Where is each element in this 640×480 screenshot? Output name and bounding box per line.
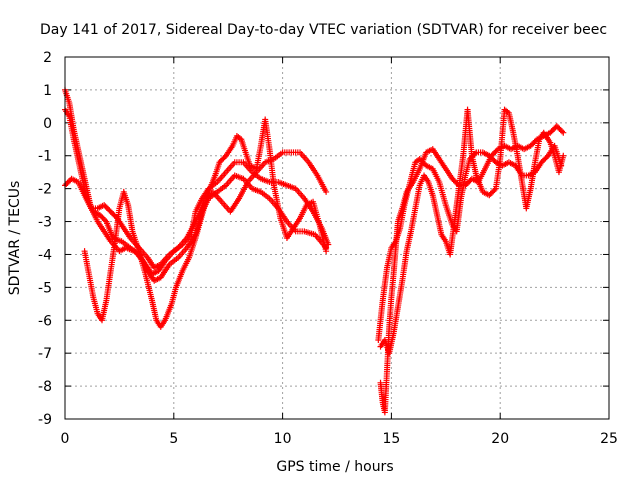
- data-point-marker: [553, 123, 560, 130]
- data-point-marker: [551, 125, 558, 132]
- data-point-marker: [65, 178, 72, 185]
- y-tick-label: -1: [38, 149, 52, 165]
- data-point-marker: [555, 124, 562, 131]
- data-point-marker: [466, 178, 473, 185]
- data-point-marker: [451, 178, 458, 185]
- y-axis-label: SDTVAR / TECUs: [7, 181, 23, 296]
- data-point-marker: [101, 202, 108, 209]
- chart-title: Day 141 of 2017, Sidereal Day-to-day VTE…: [40, 22, 607, 38]
- data-point-marker: [491, 150, 498, 157]
- data-point-marker: [560, 129, 567, 136]
- data-point-marker: [487, 154, 494, 161]
- data-point-marker: [216, 159, 223, 166]
- axis-ticks: [64, 56, 610, 420]
- data-point-marker: [416, 156, 423, 163]
- data-point-marker: [541, 156, 548, 163]
- x-tick-label: 20: [491, 431, 509, 447]
- data-point-marker: [110, 211, 117, 218]
- x-tick-label: 5: [169, 431, 178, 447]
- data-point-marker: [323, 248, 330, 255]
- data-point-marker: [486, 192, 493, 199]
- data-point-marker: [107, 208, 114, 215]
- data-point-marker: [491, 186, 498, 193]
- data-point-marker: [220, 155, 227, 162]
- x-tick-label: 15: [382, 431, 400, 447]
- data-point-marker: [527, 142, 534, 149]
- x-tick-label: 10: [274, 431, 292, 447]
- data-point-marker: [102, 217, 109, 224]
- data-points: [62, 86, 567, 416]
- data-point-marker: [109, 209, 116, 216]
- series-track-1: [62, 86, 332, 278]
- data-point-marker: [100, 215, 107, 222]
- data-point-marker: [111, 212, 118, 219]
- data-point-marker: [488, 189, 495, 196]
- data-point-marker: [98, 213, 105, 220]
- data-point-marker: [417, 157, 424, 164]
- y-tick-labels: 2 1 0 -1 -2 -3 -4 -5 -6 -7 -8 -9: [38, 50, 52, 428]
- data-point-marker: [487, 190, 494, 197]
- data-point-marker: [490, 188, 497, 195]
- data-point-marker: [490, 156, 497, 163]
- data-point-marker: [420, 159, 427, 166]
- y-tick-label: -8: [38, 379, 52, 395]
- data-point-marker: [486, 152, 493, 159]
- data-point-marker: [106, 207, 113, 214]
- series-track-7: [377, 106, 567, 357]
- x-tick-label: 0: [61, 431, 70, 447]
- series-track-2: [62, 106, 330, 284]
- x-axis-label: GPS time / hours: [276, 459, 393, 475]
- data-point-marker: [64, 179, 71, 186]
- data-point-marker: [539, 157, 546, 164]
- data-point-marker: [219, 156, 226, 163]
- data-point-marker: [558, 128, 565, 135]
- data-point-marker: [217, 157, 224, 164]
- data-point-marker: [530, 140, 537, 147]
- data-point-marker: [488, 155, 495, 162]
- data-point-marker: [102, 203, 109, 210]
- data-point-marker: [449, 175, 456, 182]
- data-point-marker: [103, 204, 110, 211]
- data-point-marker: [96, 211, 103, 218]
- plot-frame: [64, 56, 610, 420]
- data-point-marker: [419, 158, 426, 165]
- data-point-marker: [492, 148, 499, 155]
- grid-lines: [64, 56, 610, 420]
- y-tick-label: 2: [43, 50, 52, 66]
- data-point-marker: [560, 152, 567, 159]
- data-point-marker: [323, 188, 330, 195]
- x-tick-labels: 0 5 10 15 20 25: [61, 431, 618, 447]
- data-point-marker: [538, 159, 545, 166]
- y-tick-label: -6: [38, 313, 52, 329]
- y-tick-label: -3: [38, 215, 52, 231]
- data-point-marker: [547, 129, 554, 136]
- data-point-marker: [466, 156, 473, 163]
- data-point-marker: [549, 127, 556, 134]
- data-point-marker: [556, 125, 563, 132]
- data-point-marker: [105, 206, 112, 213]
- y-tick-label: -7: [38, 346, 52, 362]
- y-tick-label: -9: [38, 412, 52, 428]
- data-point-marker: [557, 127, 564, 134]
- data-point-marker: [528, 141, 535, 148]
- data-point-marker: [464, 179, 471, 186]
- y-tick-label: 0: [43, 116, 52, 132]
- y-tick-label: -5: [38, 280, 52, 296]
- data-point-marker: [548, 128, 555, 135]
- y-tick-label: -2: [38, 182, 52, 198]
- data-point-marker: [99, 214, 106, 221]
- x-tick-label: 25: [600, 431, 618, 447]
- y-tick-label: -4: [38, 247, 52, 263]
- data-point-marker: [63, 181, 70, 188]
- y-tick-label: 1: [43, 83, 52, 99]
- data-point-marker: [450, 177, 457, 184]
- series-track-4: [81, 116, 330, 330]
- data-point-marker: [542, 155, 549, 162]
